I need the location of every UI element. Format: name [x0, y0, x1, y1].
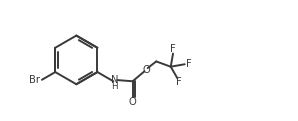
- Text: F: F: [186, 59, 192, 69]
- Text: F: F: [176, 77, 181, 87]
- Text: F: F: [170, 44, 176, 54]
- Text: Br: Br: [30, 75, 41, 85]
- Text: H: H: [111, 82, 118, 91]
- Text: O: O: [142, 65, 150, 75]
- Text: N: N: [111, 75, 118, 85]
- Text: O: O: [129, 97, 136, 107]
